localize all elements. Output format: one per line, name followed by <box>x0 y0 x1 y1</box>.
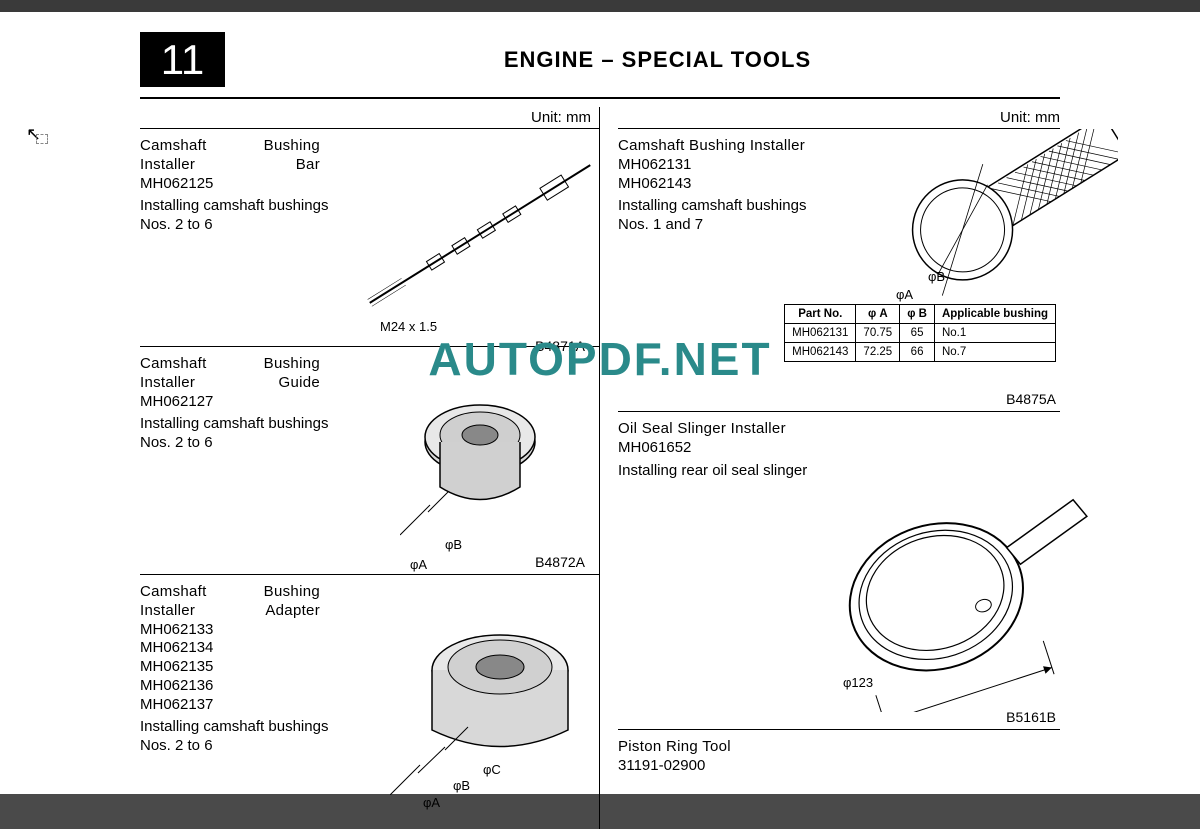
tool-cell: Piston Ring Tool 31191-02900 <box>618 729 1060 829</box>
unit-label-left: Unit: mm <box>140 107 599 128</box>
dimension-a: φA <box>896 287 913 302</box>
tool-title: Piston Ring Tool <box>618 738 1050 757</box>
table-row: MH062131 70.75 65 No.1 <box>785 324 1056 343</box>
tool-diagram-installer <box>858 129 1118 299</box>
tool-title: Camshaft Bushing Installer Guide <box>140 355 320 393</box>
section-number-badge: 11 <box>140 32 225 87</box>
tool-diagram-bar <box>330 149 630 319</box>
tool-title: Oil Seal Slinger Installer <box>618 420 1050 439</box>
tool-cell: Camshaft Bushing Installer Bar MH062125 … <box>140 128 599 346</box>
dimension-c: φC <box>483 762 501 777</box>
tool-title: Camshaft Bushing Installer Bar <box>140 137 320 175</box>
table-header: Applicable bushing <box>934 305 1055 324</box>
tool-cell: Camshaft Bushing Installer Adapter MH062… <box>140 574 599 794</box>
content-columns: Unit: mm Camshaft Bushing Installer Bar … <box>140 107 1060 829</box>
table-header: φ A <box>856 305 900 324</box>
figure-label: B4872A <box>535 554 585 570</box>
tool-cell: Oil Seal Slinger Installer MH061652 Inst… <box>618 411 1060 729</box>
tool-description: Installing camshaft bushings Nos. 1 and … <box>618 197 823 235</box>
dimension-b: φB <box>453 778 470 793</box>
right-column: Unit: mm Camshaft Bushing Installer MH06… <box>600 107 1060 829</box>
page-title: ENGINE – SPECIAL TOOLS <box>255 47 1160 73</box>
dimension-b: φB <box>445 537 462 552</box>
pdf-toolbar[interactable] <box>0 0 1200 12</box>
figure-label: B4875A <box>1006 391 1056 407</box>
table-header: Part No. <box>785 305 856 324</box>
tool-description: Installing camshaft bushings Nos. 2 to 6 <box>140 415 345 453</box>
document-page: ↖ 11 ENGINE – SPECIAL TOOLS AUTOPDF.NET … <box>0 12 1200 794</box>
tool-description: Installing camshaft bushings Nos. 2 to 6 <box>140 197 345 235</box>
unit-label-right: Unit: mm <box>618 107 1060 128</box>
tool-description: Installing rear oil seal slinger <box>618 462 878 481</box>
tool-diagram-guide <box>400 387 570 547</box>
table-header-row: Part No. φ A φ B Applicable bushing <box>785 305 1056 324</box>
part-number: 31191-02900 <box>618 757 1050 776</box>
dimension-b: φB <box>928 269 945 284</box>
figure-label: B5161B <box>1006 709 1056 725</box>
table-header: φ B <box>900 305 935 324</box>
header-divider <box>140 97 1060 99</box>
selection-box <box>36 134 48 144</box>
tool-description: Installing camshaft bushings Nos. 2 to 6 <box>140 718 345 756</box>
page-header: 11 ENGINE – SPECIAL TOOLS <box>140 32 1160 87</box>
dimension-a: φA <box>410 557 427 572</box>
tool-title: Camshaft Bushing Installer Adapter <box>140 583 320 621</box>
spec-table: Part No. φ A φ B Applicable bushing MH06… <box>784 304 1056 362</box>
part-number: MH061652 <box>618 439 1050 458</box>
left-column: Unit: mm Camshaft Bushing Installer Bar … <box>140 107 600 829</box>
dimension: φ123 <box>843 675 873 690</box>
watermark-text: AUTOPDF.NET <box>428 332 771 386</box>
table-row: MH062143 72.25 66 No.7 <box>785 343 1056 362</box>
dimension-a: φA <box>423 795 440 810</box>
